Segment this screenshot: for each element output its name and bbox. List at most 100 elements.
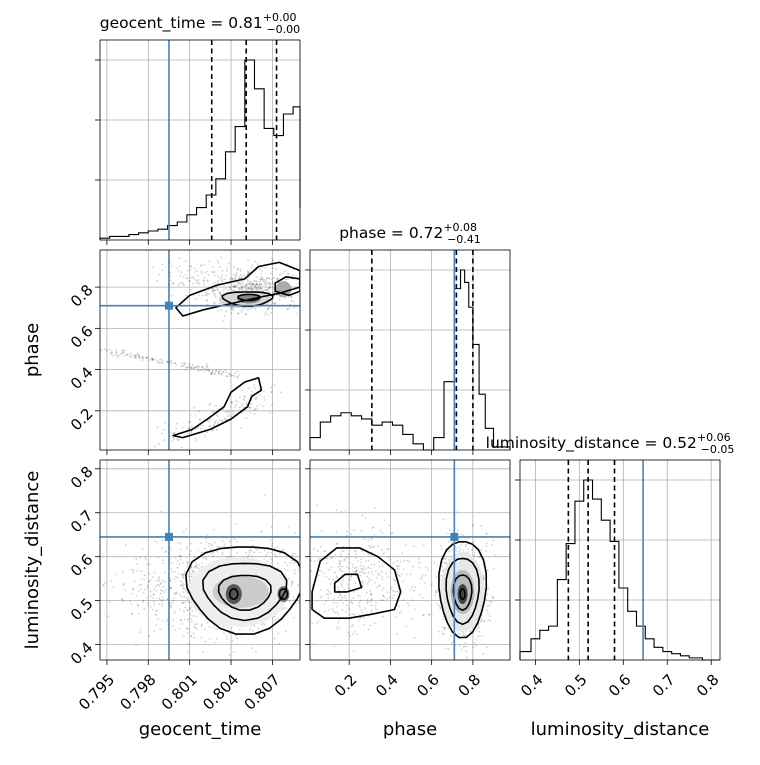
sample-point [186,560,189,563]
sample-point [163,591,166,593]
sample-point [158,597,161,600]
sample-point [230,312,233,314]
sample-point [249,548,252,551]
sample-point [252,287,255,290]
sample-point [304,533,306,535]
sample-point [161,362,164,365]
sample-point [271,559,273,562]
sample-point [306,629,308,631]
sample-point [181,561,184,564]
sample-point [298,601,300,604]
sample-point [234,277,237,280]
sample-point [328,590,330,593]
density-cell [457,584,468,605]
sample-point [206,365,209,368]
sample-point [194,437,197,440]
sample-point [358,601,361,604]
sample-point [382,599,385,602]
sample-point [182,573,185,576]
sample-point [482,620,485,623]
sample-point [277,618,280,620]
sample-point [294,532,297,534]
sample-point [191,276,194,278]
sample-point [219,291,222,294]
sample-point [301,567,303,569]
sample-point [213,281,216,284]
sample-point [325,593,328,596]
sample-point [262,405,264,408]
sample-point [197,364,199,367]
sample-point [337,566,340,569]
sample-point [254,288,257,291]
sample-point [365,591,368,594]
contour-outer [175,261,300,317]
sample-point [374,605,377,607]
sample-point [208,404,211,406]
sample-point [240,276,243,279]
sample-point [351,613,354,616]
sample-point [228,410,231,413]
sample-point [360,558,363,561]
panel-phase-phase [305,249,511,455]
sample-point [193,566,196,569]
sample-point [191,364,194,367]
panel-content [304,504,496,659]
sample-point [313,553,315,555]
sample-point [382,594,384,597]
sample-point [244,395,247,398]
sample-point [441,626,444,629]
sample-point [177,283,180,286]
sample-point [316,558,318,560]
sample-point [166,360,168,363]
sample-point [292,274,295,276]
sample-point [338,592,341,595]
sample-point [190,618,193,620]
sample-point [253,279,256,282]
sample-point [291,552,294,555]
sample-point [263,390,265,393]
sample-point [135,558,138,561]
sample-point [344,610,347,613]
sample-point [291,581,294,584]
sample-point [161,547,164,550]
sample-point [467,537,469,540]
sample-point [181,281,184,284]
sample-point [381,553,384,555]
sample-point [186,631,189,634]
sample-point [254,285,256,288]
sample-point [189,265,192,268]
sample-point [297,584,300,587]
sample-point [355,569,358,571]
panel-phase-geocent_time [95,249,301,455]
histogram-phase [309,269,511,451]
sample-point [224,419,227,421]
sample-point [134,354,137,357]
sample-point [158,580,161,582]
sample-point [216,547,218,549]
x-tick-label-phase: 0.8 [455,671,485,701]
sample-point [198,366,201,368]
sample-point [269,286,271,289]
sample-point [248,288,251,291]
sample-point [195,282,198,284]
sample-point [206,294,208,296]
sample-point [265,311,267,313]
sample-point [329,558,332,560]
sample-point [308,564,310,566]
panel-frame [519,459,721,661]
sample-point [277,277,279,280]
sample-point [146,596,149,599]
sample-point [291,554,294,557]
sample-point [229,375,232,378]
sample-point [339,594,342,597]
sample-point [237,312,240,315]
sample-point [235,399,237,402]
sample-point [287,308,289,310]
sample-point [186,609,189,611]
sample-point [195,562,197,565]
sample-point [334,553,336,556]
sample-point [254,260,257,263]
sample-point [338,627,341,630]
sample-point [146,356,149,359]
sample-point [378,574,381,577]
